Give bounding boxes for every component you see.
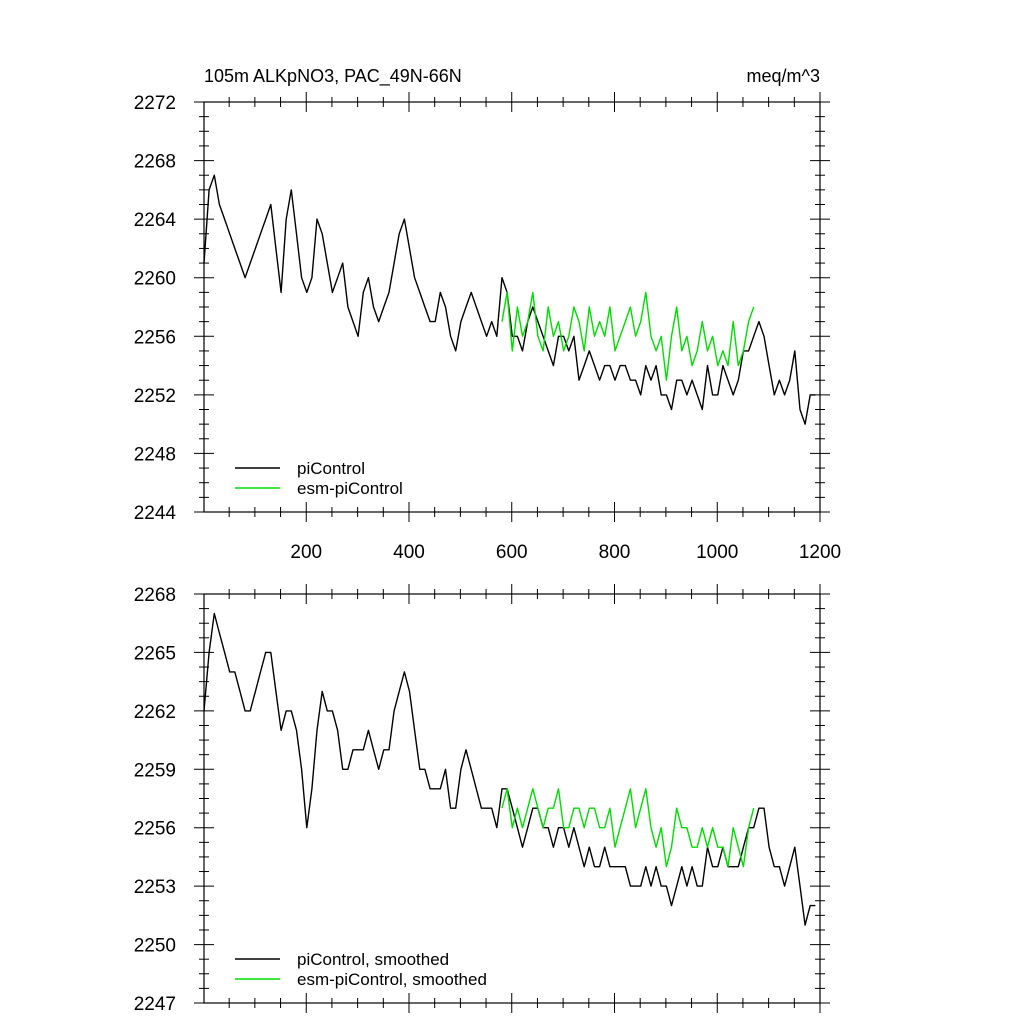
y-tick-label: 2272: [134, 93, 176, 114]
y-tick-label: 2252: [134, 386, 176, 407]
y-tick-label: 2268: [134, 585, 176, 606]
y-tick-label: 2247: [134, 994, 176, 1015]
y-tick-label: 2260: [134, 269, 176, 290]
x-tick-label: 1000: [696, 542, 738, 563]
legend-label: esm-piControl, smoothed: [297, 970, 487, 989]
x-tick-label: 400: [393, 542, 425, 563]
plot-frame: [203, 593, 821, 1004]
x-tick-label: 800: [599, 542, 631, 563]
legend-label: piControl: [297, 459, 365, 478]
bottom-panel: 2247 2250 2253 2256 2259 2262 2265 2268 piContro…: [134, 584, 830, 1015]
series-line-picontrol: [203, 612, 816, 926]
y-tick-label: 2253: [134, 877, 176, 898]
y-tick-label: 2244: [134, 503, 177, 524]
y-tick-label: 2265: [134, 643, 176, 664]
y-tick-label: 2262: [134, 702, 176, 723]
plot-frame: [203, 101, 821, 513]
series-line-esm-picontrol: [501, 788, 755, 868]
legend-label: esm-piControl: [297, 479, 403, 498]
x-tick-label: 200: [290, 542, 322, 563]
series-line-picontrol: [203, 174, 816, 425]
y-tick-label: 2256: [134, 327, 176, 348]
x-tick-label: 600: [496, 542, 528, 563]
y-tick-label: 2248: [134, 444, 176, 465]
series-line-esm-picontrol: [501, 291, 755, 381]
x-tick-label: 1200: [799, 542, 841, 563]
y-tick-label: 2250: [134, 936, 176, 957]
y-tick-label: 2256: [134, 819, 176, 840]
units-label: meq/m^3: [747, 66, 820, 86]
legend-label: piControl, smoothed: [297, 950, 449, 969]
y-tick-label: 2259: [134, 760, 176, 781]
y-tick-label: 2264: [134, 210, 177, 231]
plot-title: 105m ALKpNO3, PAC_49N-66N: [204, 66, 462, 87]
top-panel: 200 400 600 800 1000 1200 2244 2248 2252 2256 2260…: [134, 92, 841, 563]
y-tick-label: 2268: [134, 152, 176, 173]
